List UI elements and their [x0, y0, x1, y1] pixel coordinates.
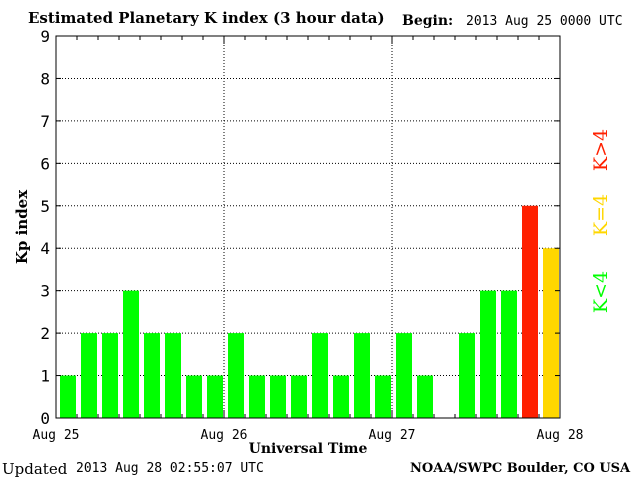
- legend-low: K<4: [590, 271, 612, 313]
- kp-bar: [354, 333, 370, 418]
- kp-bar: [375, 375, 391, 418]
- y-tick-label: 8: [40, 69, 50, 88]
- kp-bar: [333, 375, 349, 418]
- y-axis-ticks: 0 1 2 3 4 5 6 7 8 9: [40, 27, 560, 428]
- y-tick-label: 5: [40, 197, 50, 216]
- begin-label: Begin:: [402, 13, 454, 29]
- x-tick-label: Aug 25: [33, 428, 80, 443]
- y-tick-label: 6: [40, 154, 50, 173]
- y-tick-label: 0: [40, 409, 50, 428]
- credit-label: NOAA/SWPC Boulder, CO USA: [410, 461, 631, 476]
- x-axis-label: Universal Time: [249, 441, 368, 457]
- kp-bar: [144, 333, 160, 418]
- kp-bar: [123, 290, 139, 418]
- updated-value: 2013 Aug 28 02:55:07 UTC: [76, 461, 264, 476]
- legend-equal: K=4: [590, 194, 612, 236]
- y-tick-label: 9: [40, 27, 50, 46]
- x-tick-label: Aug 28: [537, 428, 584, 443]
- kp-bar: [102, 333, 118, 418]
- kp-bar: [81, 333, 97, 418]
- chart-title: Estimated Planetary K index (3 hour data…: [28, 9, 385, 27]
- kp-bar: [459, 333, 475, 418]
- bars: [60, 205, 559, 418]
- legend-high: K>4: [590, 129, 612, 171]
- kp-bar: [522, 205, 538, 418]
- x-axis-ticks: Aug 25 Aug 26 Aug 27 Aug 28: [33, 36, 584, 443]
- y-tick-label: 2: [40, 324, 50, 343]
- begin-value: 2013 Aug 25 0000 UTC: [466, 14, 623, 29]
- y-tick-label: 3: [40, 282, 50, 301]
- kp-bar: [165, 333, 181, 418]
- y-tick-label: 7: [40, 112, 50, 131]
- kp-bar: [396, 333, 412, 418]
- kp-bar: [186, 375, 202, 418]
- y-tick-label: 1: [40, 367, 50, 386]
- kp-bar: [312, 333, 328, 418]
- updated-label: Updated: [2, 460, 68, 478]
- kp-bar: [417, 375, 433, 418]
- x-tick-label: Aug 26: [201, 428, 248, 443]
- y-tick-label: 4: [40, 239, 50, 258]
- kp-bar: [60, 375, 76, 418]
- kp-bar: [291, 375, 307, 418]
- kp-bar: [501, 290, 517, 418]
- y-axis-label: Kp index: [13, 189, 31, 264]
- kp-bar: [249, 375, 265, 418]
- kp-bar: [207, 375, 223, 418]
- kp-bar: [228, 333, 244, 418]
- x-tick-label: Aug 27: [369, 428, 416, 443]
- kp-bar: [480, 290, 496, 418]
- kp-bar: [270, 375, 286, 418]
